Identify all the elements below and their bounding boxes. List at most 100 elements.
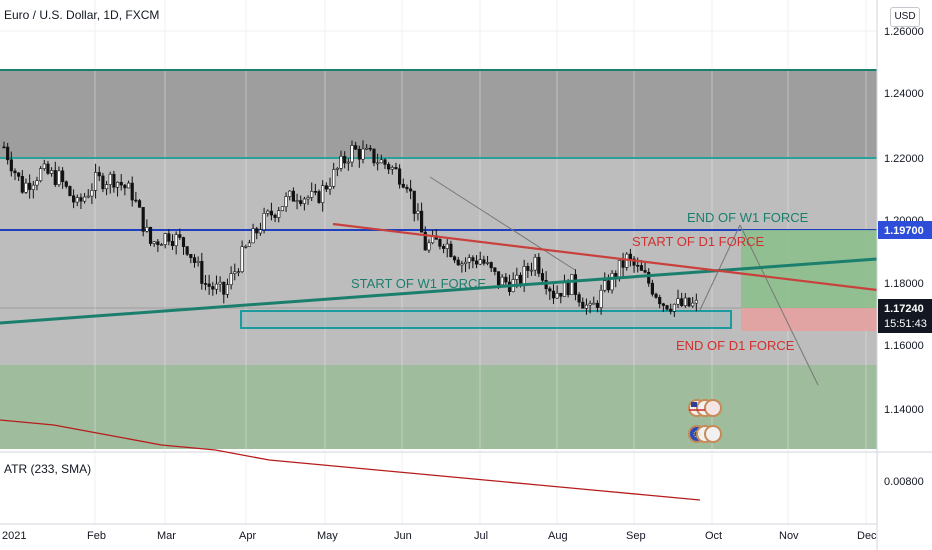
candle-body [343,156,347,164]
candle-body [83,196,87,202]
candle-body [324,185,328,190]
candle-body [75,197,79,203]
candle-body [482,259,486,264]
candle-body [156,241,160,246]
candle-body [456,259,460,266]
loss-box[interactable] [741,308,877,331]
candle-body [277,210,281,218]
candle-body [658,297,662,305]
candle-body [570,274,574,296]
candle-body [676,298,680,305]
candle-body [577,294,581,303]
candle-body [489,262,493,269]
candle-body [335,168,339,170]
time-label-jul: Jul [474,530,488,542]
candle-body [35,180,39,186]
candle-body [255,228,259,234]
candle-body [167,233,171,242]
candle-body [376,162,380,165]
time-label-apr: Apr [239,530,256,542]
level-badge-text: 1.19700 [884,225,924,237]
candle-body [229,273,233,286]
candle-body [313,191,317,193]
eu-flag-icon[interactable] [688,425,722,443]
candle-body [537,256,541,274]
candle-body [467,257,471,263]
candle-body [694,299,698,304]
candle-body [185,246,189,255]
candle-body [445,243,449,249]
chart-title[interactable]: Euro / U.S. Dollar, 1D, FXCM [4,8,160,22]
indicator-title[interactable]: ATR (233, SMA) [4,462,92,476]
candle-body [409,188,413,192]
candle-body [471,257,475,262]
candle-body [687,297,691,307]
candle-body [104,184,109,190]
candle-body [617,260,621,279]
candle-body [474,260,479,265]
candle-body [321,185,325,203]
candle-body [310,191,314,198]
candle-body [650,282,654,295]
candle-body [31,184,35,190]
candle-body [328,185,332,190]
candle-body [427,242,431,251]
candle-body [460,263,464,266]
candle-body [284,196,288,208]
demand-rectangle[interactable] [240,310,732,329]
candle-body [50,170,54,174]
candle-body [28,182,32,190]
candle-body [365,147,369,150]
candle-body [672,303,676,312]
candle-body [262,213,266,231]
candle-body [647,271,651,284]
d1-trendline[interactable] [332,222,878,292]
candle-body [214,283,219,290]
candle-body [181,237,186,247]
candle-body [170,241,175,247]
projection-line-2 [699,224,741,311]
candle-body [137,200,142,208]
candle-body [416,210,420,214]
candle-body [449,243,453,257]
candle-body [339,156,343,169]
candle-body [240,246,244,272]
candle-body [233,271,237,274]
time-label-oct: Oct [705,530,722,542]
time-label-dec: Dec [857,530,877,542]
candle-body [266,210,270,214]
candle-body [97,172,101,177]
currency-button[interactable]: USD [890,7,920,27]
candle-body [401,183,405,188]
candle-body [299,200,303,204]
candle-body [665,305,669,310]
candle-body [588,303,592,306]
candle-body [485,262,490,264]
time-label-2021: 2021 [2,530,26,542]
candle-body [669,308,673,312]
candle-body [53,170,57,185]
candle-body [108,173,112,185]
candle-body [540,273,545,281]
range-zone [0,158,877,365]
projection-line-1 [429,176,576,271]
candle-body [6,146,10,161]
candle-body [207,283,211,287]
last-price-text: 1.17240 [884,303,924,315]
projection-line-3 [739,224,819,386]
candle-body [93,172,98,191]
candle-body [595,302,600,308]
candle-body [361,148,365,160]
candle-body [244,246,248,248]
us-flag-icon[interactable] [688,399,722,417]
w1-trendline[interactable] [0,257,878,325]
candle-body [291,190,295,202]
candle-body [441,245,446,249]
candle-body [236,271,241,273]
candle-body [46,163,50,174]
profit-box[interactable] [741,230,877,308]
candle-body [112,173,116,188]
candle-body [639,265,643,271]
candle-body [90,190,94,197]
